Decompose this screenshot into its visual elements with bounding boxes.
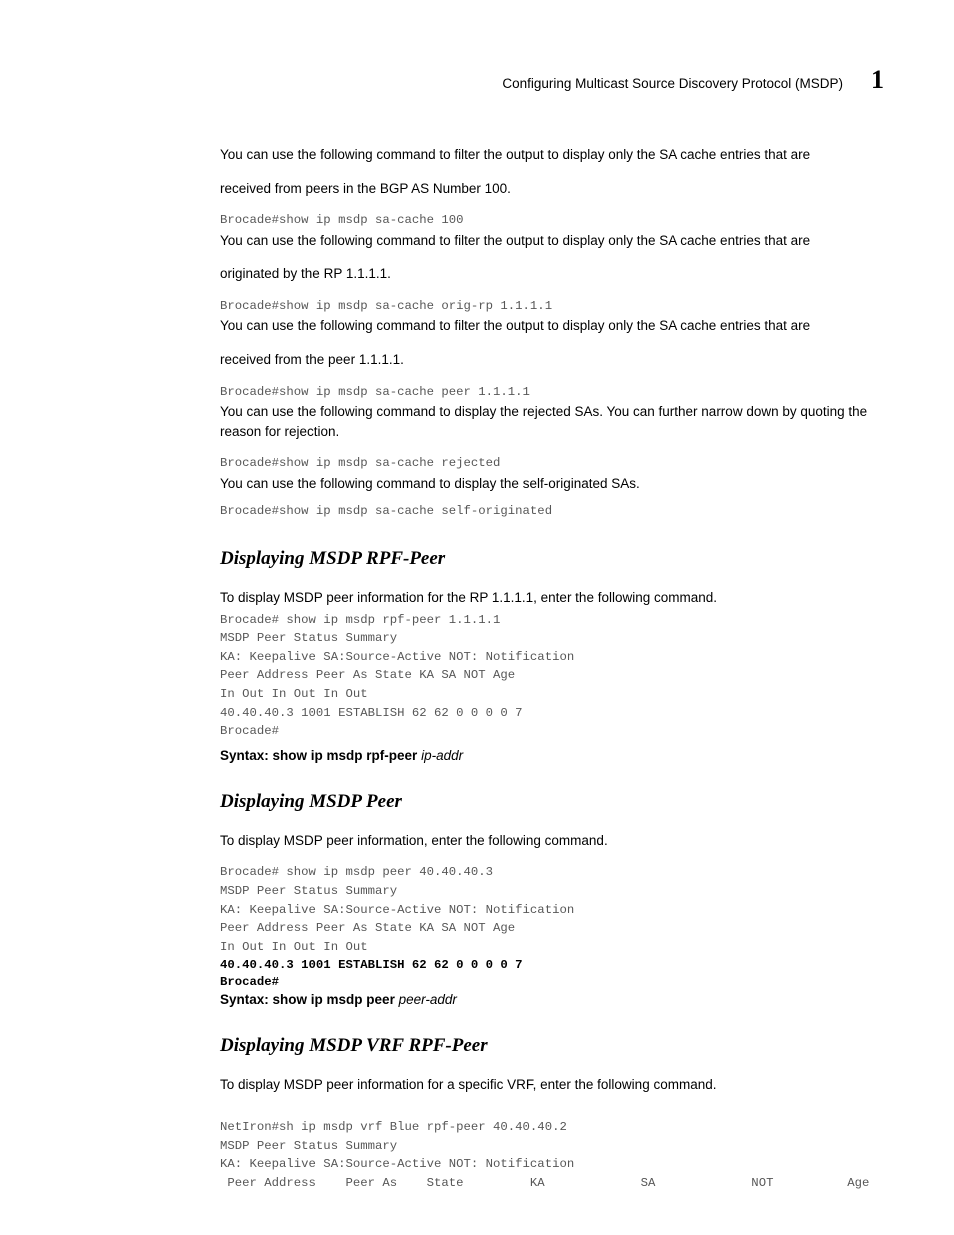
syntax-argument: ip-addr bbox=[421, 748, 463, 763]
page-header: Configuring Multicast Source Discovery P… bbox=[220, 65, 894, 95]
intro-para-4: You can use the following command to dis… bbox=[220, 402, 894, 441]
sec1-output-l1: Brocade# show ip msdp rpf-peer 1.1.1.1 bbox=[220, 612, 894, 629]
sec2-output-l3: KA: Keepalive SA:Source-Active NOT: Noti… bbox=[220, 902, 894, 919]
section-heading-vrf-rpf-peer: Displaying MSDP VRF RPF-Peer bbox=[220, 1035, 894, 1057]
sec1-output-l4: Peer Address Peer As State KA SA NOT Age bbox=[220, 667, 894, 684]
section-heading-rpf-peer: Displaying MSDP RPF-Peer bbox=[220, 548, 894, 570]
sec1-output-l7: Brocade# bbox=[220, 723, 894, 740]
intro-para-1a: You can use the following command to fil… bbox=[220, 145, 894, 165]
sec2-output-l1: Brocade# show ip msdp peer 40.40.40.3 bbox=[220, 864, 894, 881]
intro-para-3b: received from the peer 1.1.1.1. bbox=[220, 350, 894, 370]
section-heading-peer: Displaying MSDP Peer bbox=[220, 791, 894, 813]
syntax-command: show ip msdp peer bbox=[273, 992, 395, 1007]
syntax-label: Syntax: bbox=[220, 992, 269, 1007]
sec2-output-l7: Brocade# bbox=[220, 974, 894, 991]
sec2-output-l2: MSDP Peer Status Summary bbox=[220, 883, 894, 900]
sec2-output-l4: Peer Address Peer As State KA SA NOT Age bbox=[220, 920, 894, 937]
sec1-syntax: Syntax: show ip msdp rpf-peer ip-addr bbox=[220, 748, 894, 763]
intro-para-1b: received from peers in the BGP AS Number… bbox=[220, 179, 894, 199]
code-block-2: Brocade#show ip msdp sa-cache orig-rp 1.… bbox=[220, 298, 894, 315]
syntax-label: Syntax: bbox=[220, 748, 269, 763]
intro-para-5: You can use the following command to dis… bbox=[220, 474, 894, 494]
sec3-intro: To display MSDP peer information for a s… bbox=[220, 1075, 894, 1095]
sec3-output-l3: KA: Keepalive SA:Source-Active NOT: Noti… bbox=[220, 1156, 894, 1173]
sec3-output-l4: Peer Address Peer As State KA SA NOT Age bbox=[220, 1175, 894, 1192]
syntax-argument: peer-addr bbox=[399, 992, 457, 1007]
sec1-output-l6: 40.40.40.3 1001 ESTABLISH 62 62 0 0 0 0 … bbox=[220, 705, 894, 722]
page-container: Configuring Multicast Source Discovery P… bbox=[0, 0, 954, 1235]
sec3-output-l1: NetIron#sh ip msdp vrf Blue rpf-peer 40.… bbox=[220, 1119, 894, 1136]
code-block-3: Brocade#show ip msdp sa-cache peer 1.1.1… bbox=[220, 384, 894, 401]
syntax-command: show ip msdp rpf-peer bbox=[273, 748, 418, 763]
intro-para-2b: originated by the RP 1.1.1.1. bbox=[220, 264, 894, 284]
code-block-5: Brocade#show ip msdp sa-cache self-origi… bbox=[220, 503, 894, 520]
sec1-output-l5: In Out In Out In Out bbox=[220, 686, 894, 703]
chapter-number: 1 bbox=[871, 65, 884, 95]
code-block-1: Brocade#show ip msdp sa-cache 100 bbox=[220, 212, 894, 229]
sec2-output-l6: 40.40.40.3 1001 ESTABLISH 62 62 0 0 0 0 … bbox=[220, 957, 894, 974]
intro-para-3a: You can use the following command to fil… bbox=[220, 316, 894, 336]
code-block-4: Brocade#show ip msdp sa-cache rejected bbox=[220, 455, 894, 472]
sec2-output-l5: In Out In Out In Out bbox=[220, 939, 894, 956]
sec1-intro: To display MSDP peer information for the… bbox=[220, 588, 894, 608]
sec3-output-l2: MSDP Peer Status Summary bbox=[220, 1138, 894, 1155]
sec2-syntax: Syntax: show ip msdp peer peer-addr bbox=[220, 992, 894, 1007]
sec1-output-l3: KA: Keepalive SA:Source-Active NOT: Noti… bbox=[220, 649, 894, 666]
sec1-output-l2: MSDP Peer Status Summary bbox=[220, 630, 894, 647]
header-title: Configuring Multicast Source Discovery P… bbox=[502, 76, 843, 91]
intro-para-2a: You can use the following command to fil… bbox=[220, 231, 894, 251]
sec2-intro: To display MSDP peer information, enter … bbox=[220, 831, 894, 851]
